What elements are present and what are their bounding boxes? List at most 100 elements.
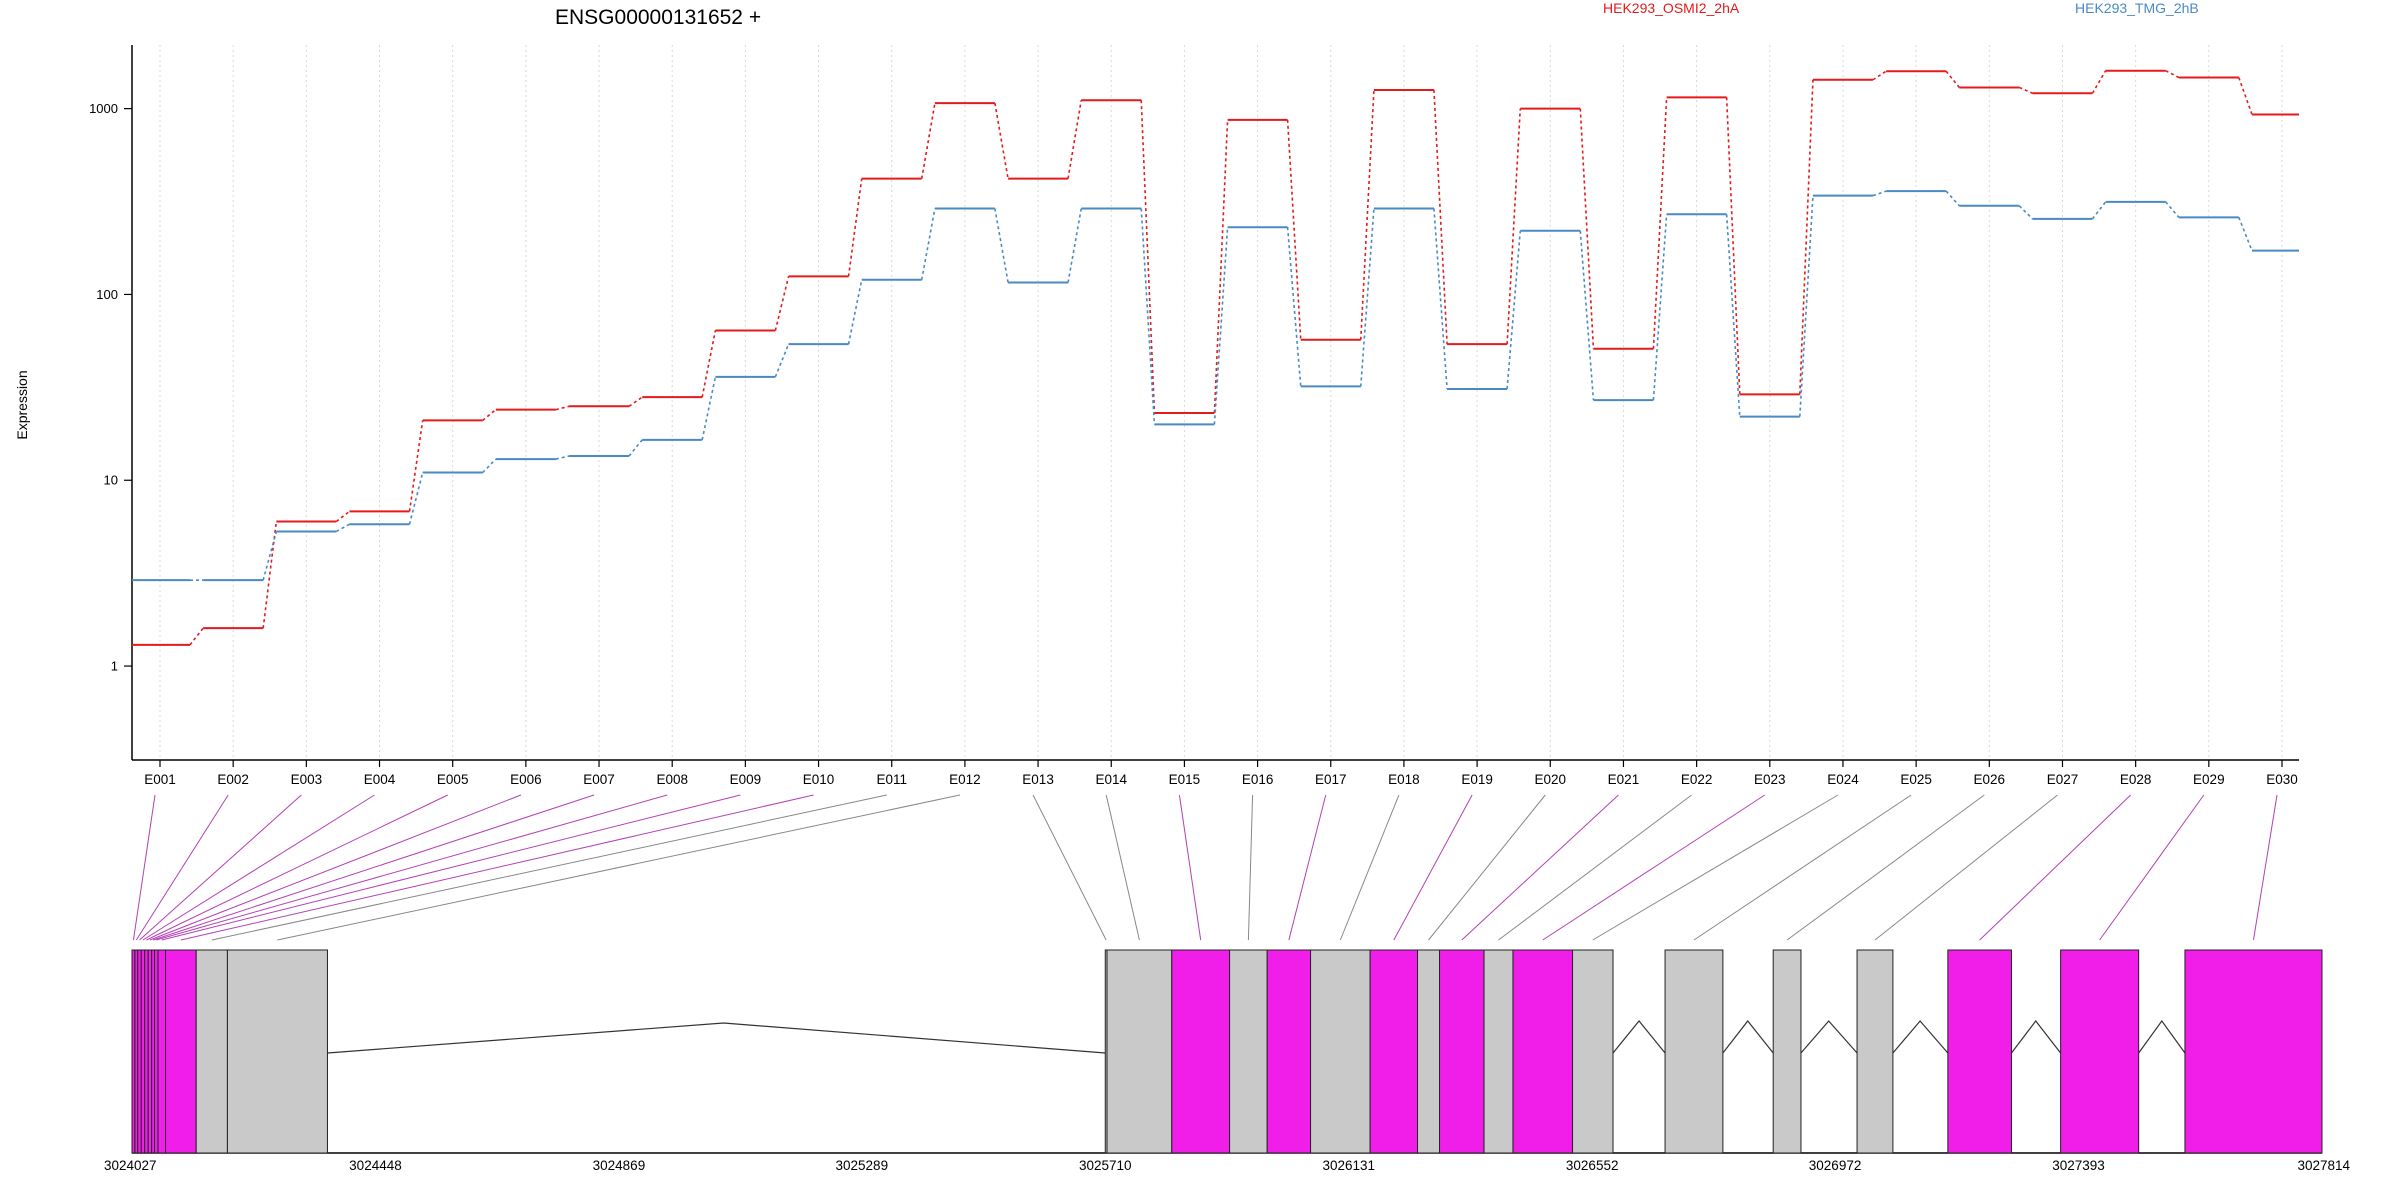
- exon-block-E018: [1310, 949, 1371, 1154]
- gene-model: [131, 949, 2323, 1154]
- connector-E009: [161, 794, 741, 941]
- series-2-transition: [1798, 195, 1814, 417]
- coordinate-tick-label: 3024027: [104, 1158, 157, 1173]
- connector-E011: [211, 794, 887, 941]
- connector-E029: [2099, 794, 2205, 941]
- exon-block-E023: [1512, 949, 1574, 1154]
- series-1-transition: [1579, 108, 1595, 349]
- connector-E021: [1461, 794, 1619, 941]
- x-tick-label: E015: [1169, 772, 1201, 787]
- exon-block-E028: [1947, 949, 2012, 1154]
- series-2-transition: [2018, 205, 2034, 220]
- series-1-transition: [2091, 70, 2107, 94]
- series-1-transition: [2018, 86, 2033, 94]
- exon-block-E015: [1171, 949, 1231, 1154]
- exon-block-E004: [140, 949, 146, 1154]
- series-2-transition: [335, 523, 350, 533]
- connector-E023: [1542, 794, 1766, 941]
- series-2-transition: [847, 279, 863, 345]
- exon-block-E003: [137, 949, 142, 1154]
- connector-E007: [152, 794, 595, 941]
- connector-E004: [142, 794, 375, 941]
- x-tick-label: E016: [1242, 772, 1274, 787]
- exon-block-E022: [1483, 949, 1514, 1154]
- connector-E020: [1428, 794, 1546, 941]
- series-2-transition: [920, 208, 936, 280]
- coordinate-tick-label: 3026972: [1809, 1158, 1862, 1173]
- series-2-transition: [774, 343, 790, 378]
- exon-block-E021: [1439, 949, 1485, 1154]
- x-tick-label: E021: [1608, 772, 1640, 787]
- series-1-transition: [1725, 97, 1741, 395]
- series-2-transition: [1506, 230, 1522, 390]
- series-2-transition: [1140, 208, 1156, 425]
- y-tick-label: 10: [104, 473, 118, 488]
- series-2-transition: [262, 531, 278, 581]
- series-1-transition: [1286, 119, 1302, 340]
- series-1-transition: [482, 408, 497, 421]
- x-tick-label: E004: [364, 772, 396, 787]
- connector-E002: [135, 794, 229, 941]
- series-1-transition: [1433, 89, 1448, 345]
- series-2-transition: [701, 376, 717, 441]
- x-tick-label: E020: [1535, 772, 1567, 787]
- exon-block-E009: [157, 949, 167, 1154]
- x-tick-label: E014: [1095, 772, 1127, 787]
- coordinate-tick-label: 3026552: [1566, 1158, 1619, 1173]
- connector-E017: [1288, 794, 1327, 941]
- series-2-transition: [408, 472, 424, 525]
- exon-block-E006: [147, 949, 153, 1154]
- x-tick-label: E028: [2120, 772, 2152, 787]
- x-tick-label: E030: [2266, 772, 2298, 787]
- series-lines: [132, 69, 2299, 646]
- connector-E001: [132, 794, 156, 941]
- coordinate-tick-label: 3027393: [2052, 1158, 2105, 1173]
- exon-block-E027: [1856, 949, 1894, 1154]
- series-2-transition: [1286, 227, 1302, 387]
- exon-block-E030: [2184, 949, 2323, 1154]
- exon-block-E017: [1266, 949, 1312, 1154]
- series-1-transition: [920, 103, 936, 179]
- series-1-transition: [701, 330, 717, 398]
- exon-connectors: [132, 794, 2278, 941]
- connector-E025: [1693, 794, 1912, 941]
- legend-entry-series-1: HEK293_OSMI2_2hA: [1603, 0, 1740, 16]
- intron-3: [1722, 1020, 1774, 1054]
- intron-1: [327, 1022, 1106, 1054]
- series-1-transition: [2238, 77, 2253, 115]
- series-1-transition: [2165, 69, 2180, 79]
- connector-E028: [1979, 794, 2132, 941]
- coordinate-tick-label: 3024869: [593, 1158, 646, 1173]
- y-tick-label: 100: [96, 287, 118, 302]
- series-1-transition: [1872, 70, 1887, 81]
- exon-block-E014: [1106, 949, 1173, 1154]
- series-1-transition: [335, 510, 351, 523]
- x-tick-label: E010: [803, 772, 835, 787]
- x-tick-label: E006: [510, 772, 542, 787]
- connector-E013: [1032, 794, 1107, 941]
- series-2-transition: [1872, 190, 1887, 197]
- connector-E018: [1339, 794, 1400, 941]
- connector-E022: [1498, 794, 1692, 941]
- series-2-transition: [1725, 214, 1741, 417]
- x-tick-label: E027: [2047, 772, 2079, 787]
- y-tick-label: 1000: [89, 101, 118, 116]
- series-1-transition: [774, 276, 790, 331]
- series-2-transition: [1213, 227, 1229, 425]
- x-tick-label: E003: [291, 772, 323, 787]
- connector-E016: [1247, 794, 1254, 941]
- connector-E006: [149, 794, 522, 941]
- series-1-transition: [1067, 100, 1083, 179]
- series-2-transition: [994, 208, 1009, 283]
- x-tick-label: E002: [217, 772, 249, 787]
- connector-E019: [1393, 794, 1473, 941]
- x-tick-label: E013: [1022, 772, 1054, 787]
- series-1-transition: [847, 178, 863, 277]
- x-tick-label: E029: [2193, 772, 2225, 787]
- series-1-transition: [1140, 100, 1156, 414]
- x-tick-label: E022: [1681, 772, 1713, 787]
- connector-E014: [1105, 794, 1140, 941]
- coordinate-tick-label: 3025289: [836, 1158, 889, 1173]
- series-2-transition: [1652, 214, 1668, 401]
- x-tick-label: E018: [1388, 772, 1420, 787]
